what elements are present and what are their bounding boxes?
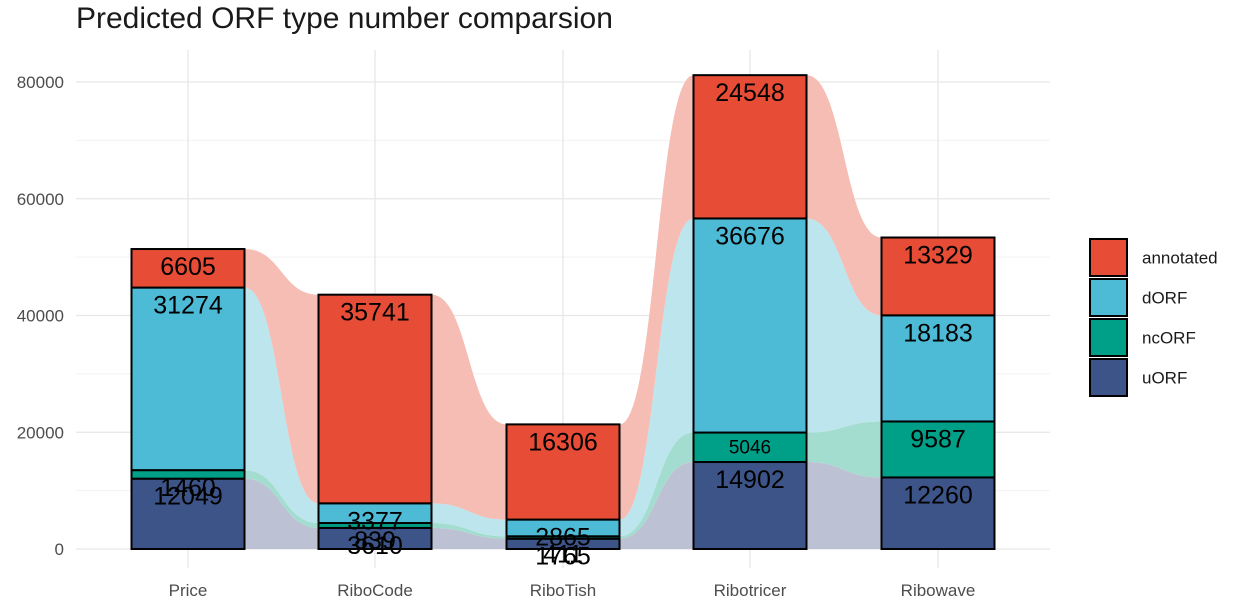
flow-ncORF	[431, 523, 507, 539]
data-label-ncORF-Ribotricer: 5046	[729, 438, 771, 459]
data-label-annotated-RiboTish: 16306	[528, 428, 598, 456]
data-label-uORF-Ribowave: 12260	[903, 481, 973, 509]
legend-label-dORF: dORF	[1142, 289, 1187, 308]
axis-layer: 0 20000 40000 60000 80000 Price RiboCode RiboTi…	[17, 73, 976, 600]
legend-key-annotated	[1089, 238, 1128, 277]
label-layer: 12049 3610 1765 14902 12260 1460 839 411 5046 958…	[153, 79, 973, 571]
flow-dORF	[244, 287, 319, 524]
flow-annotated	[244, 249, 319, 504]
flow-annotated	[431, 294, 507, 520]
data-label-dORF-Ribowave: 18183	[903, 319, 973, 347]
data-label-dORF-RiboCode: 3377	[347, 507, 403, 535]
flow-ncORF	[619, 432, 694, 539]
bar-ncORF-Ribotricer	[692, 431, 808, 464]
flow-annotated	[806, 75, 882, 316]
x-tick-label: RiboTish	[530, 581, 596, 600]
y-tick-label: 40000	[17, 307, 64, 326]
flow-dORF	[619, 218, 694, 537]
legend-label-uORF: uORF	[1142, 369, 1187, 388]
flow-uORF	[619, 462, 694, 549]
data-label-ncORF-Price: 1460	[160, 474, 216, 502]
bar-dORF-Ribotricer	[692, 217, 808, 434]
x-tick-label: Price	[169, 581, 208, 600]
flow-dORF	[431, 503, 507, 537]
data-label-uORF-RiboCode: 3610	[347, 532, 403, 560]
legend-label-annotated: annotated	[1142, 249, 1218, 268]
x-tick-label: Ribotricer	[714, 581, 787, 600]
bar-layer	[130, 74, 996, 551]
flow-ncORF	[806, 421, 882, 478]
bar-dORF-Price	[130, 286, 246, 472]
data-label-uORF-Price: 12049	[153, 483, 223, 511]
data-label-uORF-RiboTish: 1765	[535, 543, 591, 571]
chart-title: Predicted ORF type number comparsion	[76, 2, 613, 35]
flow-uORF	[244, 478, 319, 549]
flow-layer	[244, 75, 882, 549]
bar-annotated-Ribotricer	[692, 74, 808, 220]
data-label-uORF-Ribotricer: 14902	[715, 466, 785, 494]
bar-annotated-Ribowave	[880, 236, 996, 317]
legend-label-ncORF: ncORF	[1142, 329, 1196, 348]
legend-key-dORF	[1089, 278, 1128, 317]
legend-key-uORF	[1089, 358, 1128, 397]
data-label-annotated-Ribotricer: 24548	[715, 79, 785, 107]
bar-annotated-RiboCode	[317, 293, 433, 505]
y-tick-label: 80000	[17, 73, 64, 92]
flow-uORF	[806, 462, 882, 549]
data-label-annotated-Price: 6605	[160, 253, 216, 281]
data-label-ncORF-Ribowave: 9587	[910, 425, 966, 453]
data-label-annotated-RiboCode: 35741	[340, 299, 410, 327]
bar-annotated-Price	[130, 248, 246, 289]
legend: annotated dORF ncORF uORF	[1089, 238, 1218, 397]
bar-annotated-RiboTish	[505, 423, 621, 521]
data-label-annotated-Ribowave: 13329	[903, 242, 973, 270]
data-label-ncORF-RiboCode: 839	[354, 527, 396, 555]
x-tick-label: RiboCode	[337, 581, 413, 600]
data-label-dORF-Price: 31274	[153, 292, 223, 320]
data-label-dORF-RiboTish: 2865	[535, 524, 591, 552]
y-tick-label: 60000	[17, 190, 64, 209]
data-label-dORF-Ribotricer: 36676	[715, 222, 785, 250]
flow-dORF	[806, 218, 882, 433]
legend-key-ncORF	[1089, 318, 1128, 357]
y-tick-label: 20000	[17, 423, 64, 442]
x-tick-label: Ribowave	[901, 581, 976, 600]
flow-annotated	[619, 75, 694, 520]
y-tick-label: 0	[55, 540, 64, 559]
flow-uORF	[431, 527, 507, 549]
data-label-ncORF-RiboTish: 411	[543, 540, 583, 568]
flow-ncORF	[244, 470, 319, 528]
bar-uORF-Ribowave	[880, 476, 996, 550]
bar-dORF-Ribowave	[880, 314, 996, 423]
